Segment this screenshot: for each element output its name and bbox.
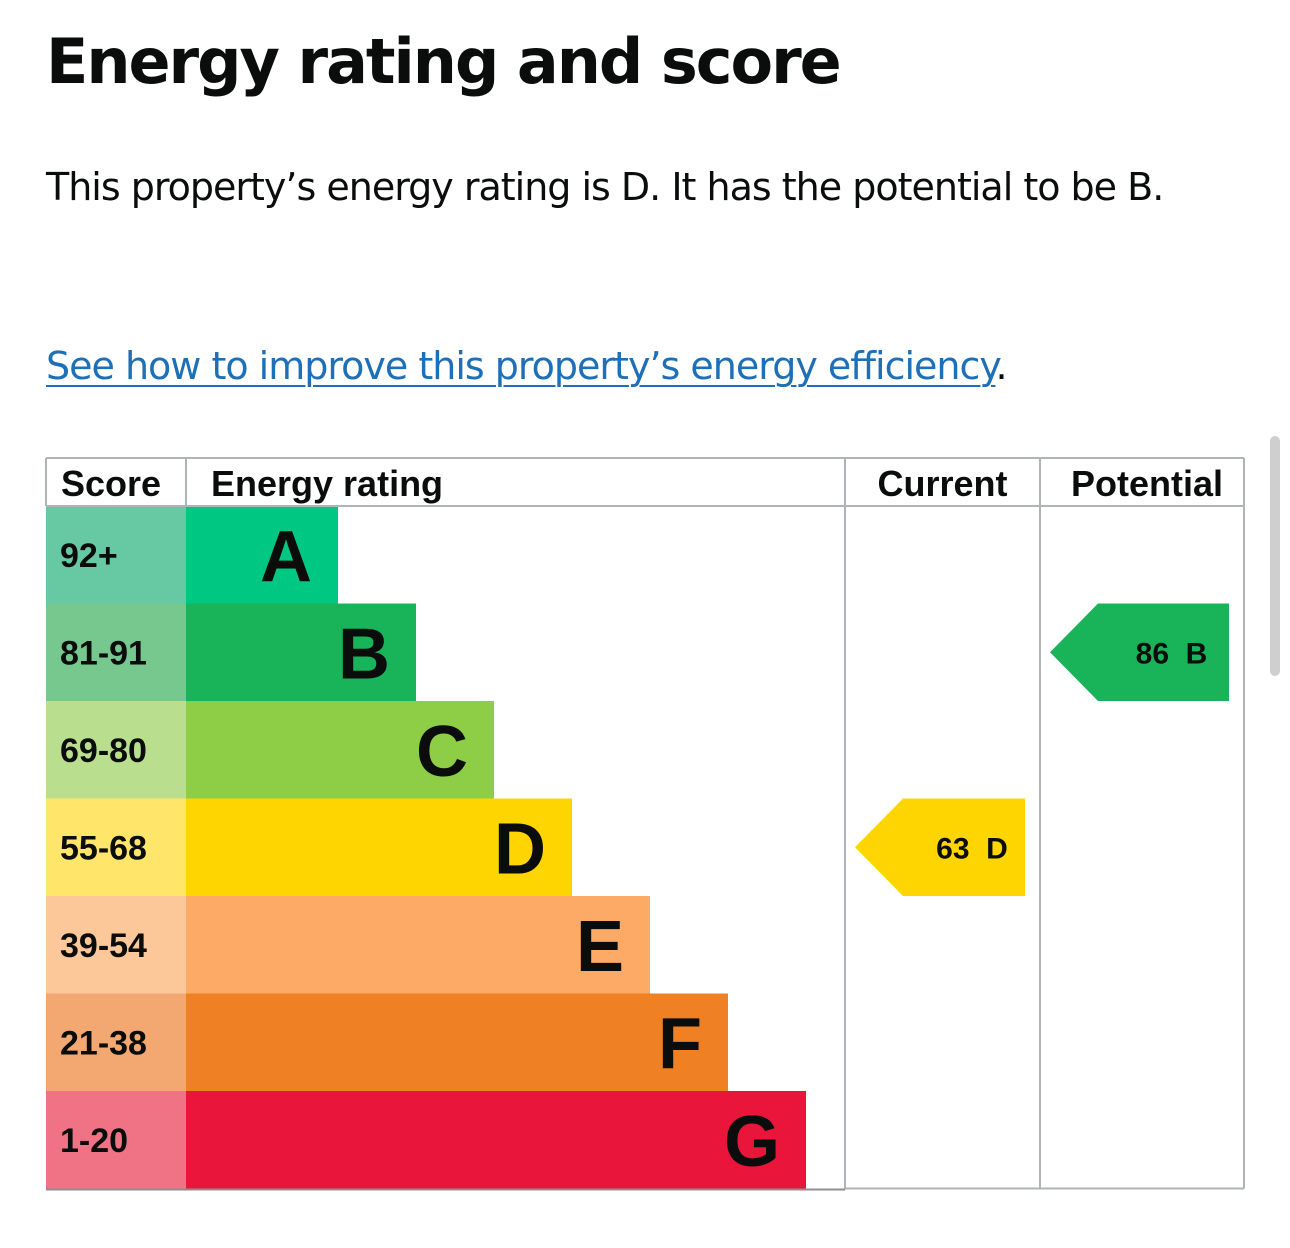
link-suffix: . [995,344,1007,388]
score-range-d: 55-68 [60,829,147,867]
improve-efficiency-link[interactable]: See how to improve this property’s energ… [46,344,996,388]
rating-summary: This property’s energy rating is D. It h… [46,165,1164,209]
header-score: Score [61,463,161,504]
potential-rating-arrow [1050,603,1229,701]
rating-letter-b: B [338,614,390,694]
potential-rating-label: 86 B [1136,637,1208,670]
score-range-c: 69-80 [60,732,147,770]
rating-letter-e: E [576,907,624,987]
score-cell-d [46,798,186,896]
score-cell-a [46,506,186,604]
score-range-b: 81-91 [60,634,147,672]
header-current: Current [877,463,1007,504]
rating-letter-d: D [494,809,546,889]
rating-bar-f [186,993,728,1091]
score-cell-e [46,896,186,994]
improve-link-line: See how to improve this property’s energ… [46,336,1008,396]
rating-bar-c [186,701,494,799]
rating-letter-c: C [416,712,468,792]
current-rating-label: 63 D [936,832,1008,865]
score-cell-f [46,993,186,1091]
current-rating-arrow [855,798,1025,896]
score-range-f: 21-38 [60,1024,147,1062]
rating-letter-a: A [260,517,312,597]
score-range-g: 1-20 [60,1122,128,1160]
rating-letter-g: G [724,1102,780,1182]
rating-bar-a [186,506,338,604]
page-title: Energy rating and score [46,25,842,98]
page-scrollbar[interactable] [1270,436,1280,676]
rating-letter-f: F [658,1004,702,1084]
score-range-a: 92+ [60,537,118,575]
score-cell-b [46,603,186,701]
header-energy-rating: Energy rating [211,463,443,504]
header-potential: Potential [1071,463,1223,504]
rating-bar-g [186,1091,806,1189]
score-cell-c [46,701,186,799]
score-cell-g [46,1091,186,1189]
rating-bar-e [186,896,650,994]
rating-bar-d [186,798,572,896]
score-range-e: 39-54 [60,927,147,965]
rating-bar-b [186,603,416,701]
